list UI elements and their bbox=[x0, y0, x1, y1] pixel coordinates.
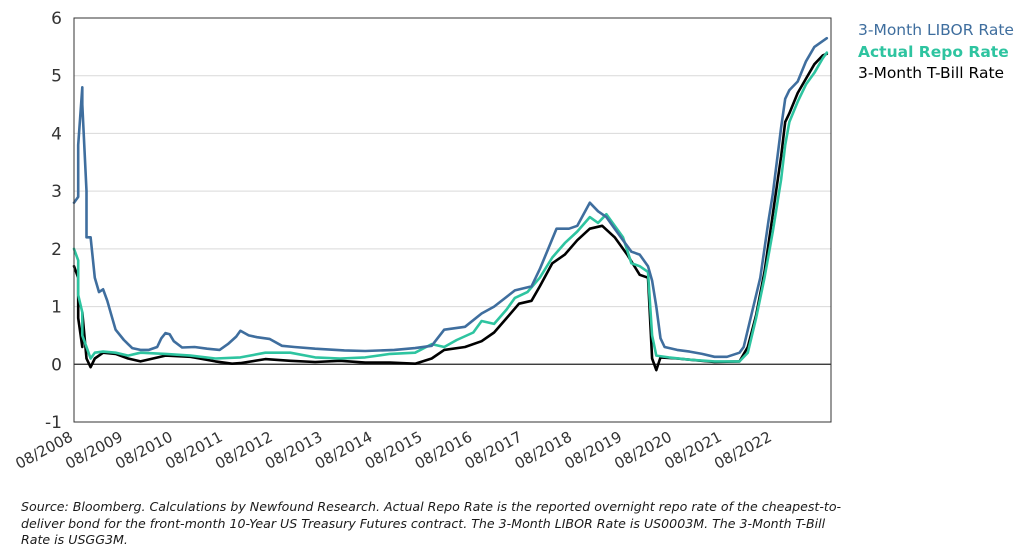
series-lines bbox=[72, 36, 829, 372]
gridlines bbox=[74, 17, 831, 423]
y-tick-label: 6 bbox=[51, 9, 62, 29]
x-axis-ticks: 08/200808/200908/201008/201108/201208/20… bbox=[12, 428, 774, 473]
line-chart: -1 0 1 2 3 4 5 6 08/200808/200908/201008/201108… bbox=[12, 9, 832, 473]
y-tick-label: 0 bbox=[51, 355, 62, 375]
y-tick-label: -1 bbox=[45, 413, 62, 433]
legend: 3-Month LIBOR Rate Actual Repo Rate 3-Mo… bbox=[858, 20, 1014, 85]
legend-item-libor: 3-Month LIBOR Rate bbox=[858, 21, 1014, 39]
y-tick-label: 3 bbox=[51, 182, 62, 202]
source-note: Source: Bloomberg. Calculations by Newfo… bbox=[21, 499, 842, 547]
legend-item-repo: Actual Repo Rate bbox=[858, 42, 1009, 61]
y-tick-label: 1 bbox=[51, 298, 62, 318]
series-line-tbill bbox=[72, 52, 829, 372]
y-tick-label: 2 bbox=[51, 240, 62, 260]
series-line-repo bbox=[72, 51, 829, 363]
y-tick-label: 5 bbox=[51, 67, 62, 87]
x-tick-label: 08/2022 bbox=[711, 428, 774, 473]
legend-item-tbill: 3-Month T-Bill Rate bbox=[858, 64, 1005, 82]
series-line-libor bbox=[72, 36, 829, 359]
y-axis-ticks: -1 0 1 2 3 4 5 6 bbox=[45, 9, 62, 433]
plot-frame bbox=[73, 17, 832, 423]
y-tick-label: 4 bbox=[51, 124, 62, 144]
